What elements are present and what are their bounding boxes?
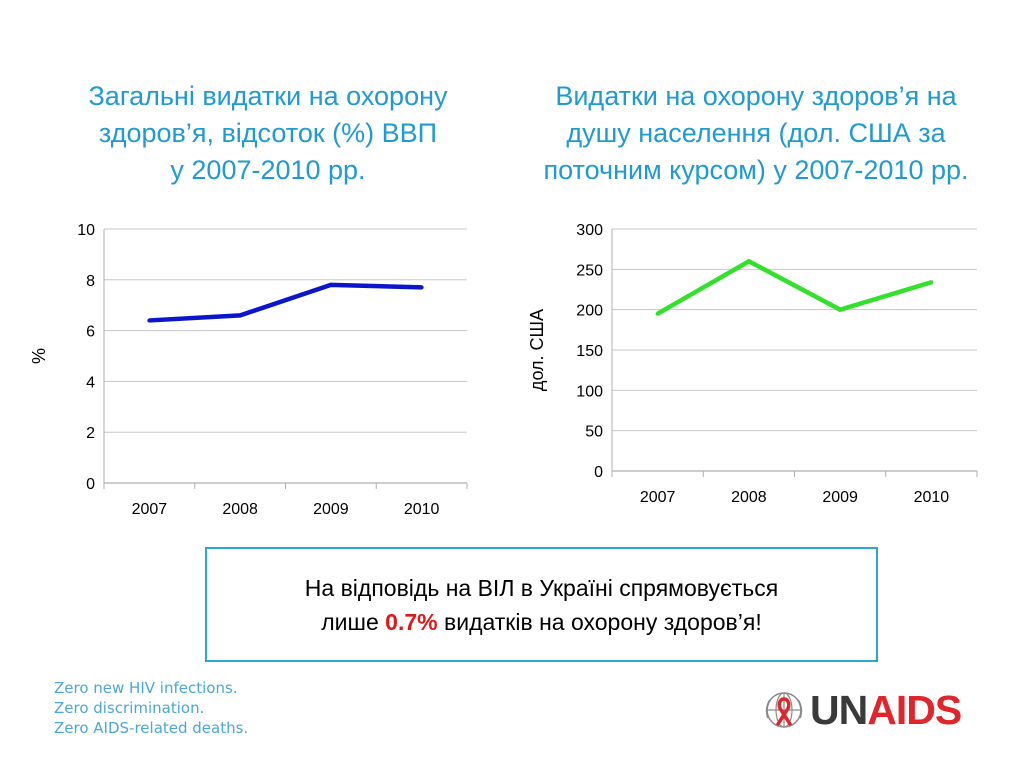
key-message-line-2: лише 0.7% видатків на охорону здоров’я! [321,605,761,639]
chart-title-line: у 2007-2010 рр. [170,155,366,185]
key-message-text: видатків на охорону здоров’я! [437,608,762,635]
y-tick-label: 150 [576,343,603,360]
series-line [149,282,422,323]
chart-title-line: Видатки на охорону здоров’я на [555,81,957,111]
x-tick-label: 2010 [914,489,950,506]
chart-title-line: душу населення (дол. США за [566,118,946,148]
slogan-line: Zero discrimination. [54,699,205,717]
data-point [238,313,243,318]
chart-title-line: здоров’я, відсоток (%) ВВП [98,118,438,148]
y-tick-label: 10 [77,222,95,239]
key-message-line-1: На відповідь на ВІЛ в Україні спрямовуєт… [304,574,779,601]
series-line [656,258,933,316]
logo-aids-text: AIDS [867,687,962,733]
y-tick-label: 4 [86,374,95,391]
key-message-box: На відповідь на ВІЛ в Україні спрямовуєт… [205,547,878,662]
y-tick-label: 300 [576,222,603,239]
y-tick-label: 0 [86,476,95,493]
y-tick-label: 100 [576,383,603,400]
data-point [929,280,934,285]
logo-un-text: UN [810,687,868,733]
y-tick-label: 250 [576,262,603,279]
x-tick-label: 2009 [822,489,858,506]
slogan-line: Zero AIDS-related deaths. [54,719,249,737]
chart-gdp-share: 0 2 4 6 8 10 2007 2008 2009 2010% [29,222,468,518]
data-point [655,311,660,316]
x-tick-label: 2010 [404,501,440,518]
key-message-percentage: 0.7% [385,608,438,635]
y-axis-label: дол. США [527,309,547,391]
data-point [328,282,333,287]
slogan-line: Zero new HIV infections. [54,679,238,697]
x-tick-label: 2007 [640,489,676,506]
key-message-text: лише [321,608,386,635]
x-tick-label: 2008 [222,501,258,518]
x-tick-label: 2007 [132,501,168,518]
y-tick-label: 0 [594,464,603,481]
slogans: Zero new HIV infections. Zero discrimina… [54,678,248,738]
unaids-logo: UNAIDS [762,687,962,733]
y-tick-label: 8 [86,273,95,290]
unaids-ribbon-globe-icon [765,692,803,728]
y-tick-label: 50 [585,424,603,441]
y-tick-label: 2 [86,425,95,442]
data-point [147,318,152,323]
chart-title-gdp-share: Загальні видатки на охорону здоров’я, ві… [38,78,498,189]
data-point [746,259,751,264]
chart-title-line: поточним курсом) у 2007-2010 рр. [543,155,969,185]
unaids-wordmark: UNAIDS [810,687,962,733]
chart-title-per-capita: Видатки на охорону здоров’я на душу насе… [508,78,1004,189]
chart-title-line: Загальні видатки на охорону [88,81,448,111]
data-point [419,285,424,290]
x-tick-label: 2008 [731,489,767,506]
chart-per-capita: 0 50 100 150 200 250 300 2007 2008 2009 2010 дол. С… [527,222,978,506]
data-point [838,307,843,312]
y-tick-label: 6 [86,324,95,341]
y-tick-label: 200 [576,303,603,320]
x-tick-label: 2009 [313,501,349,518]
y-axis-label: % [29,348,49,364]
